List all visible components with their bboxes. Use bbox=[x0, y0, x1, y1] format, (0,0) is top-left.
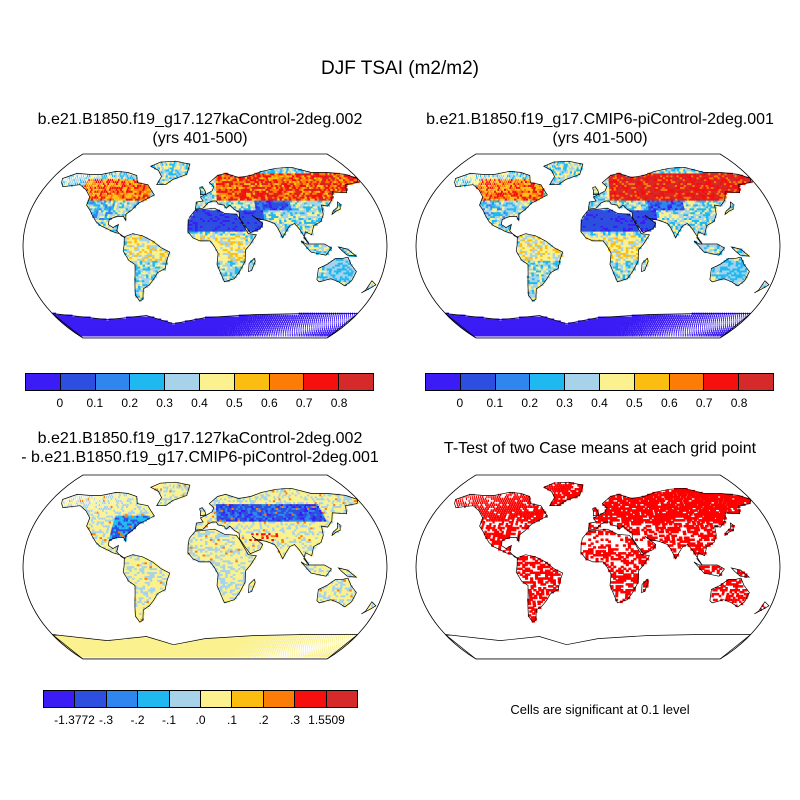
colorbar-diff bbox=[43, 690, 358, 708]
colorbar-tick-label: -1.3772 bbox=[54, 713, 95, 727]
colorbar-tick-label: .2 bbox=[258, 713, 269, 727]
colorbar-swatch bbox=[26, 374, 61, 390]
significance-note: Cells are significant at 0.1 level bbox=[510, 702, 690, 717]
colorbar-tick-label: 0 bbox=[56, 396, 64, 410]
colorbar-swatch bbox=[263, 691, 296, 707]
data-cells bbox=[51, 482, 376, 658]
colorbar-abs-left-labels: 0 0.1 0.2 0.3 0.4 0.5 0.6 0.7 0.8 bbox=[25, 396, 374, 412]
colorbar-diff-labels: -1.3772 -.3 -.2 -.1 .0 .1 .2 .3 1.5509 bbox=[43, 713, 358, 729]
colorbar-tick-label: 0.6 bbox=[660, 396, 678, 410]
panel-title-top-left: b.e21.B1850.f19_g17.127kaControl-2deg.00… bbox=[0, 110, 400, 148]
colorbar-swatch bbox=[234, 374, 270, 390]
colorbar-swatch bbox=[704, 374, 740, 390]
data-cells bbox=[444, 161, 769, 337]
colorbar-swatch bbox=[169, 691, 202, 707]
colorbar-tick-label: 0.5 bbox=[226, 396, 243, 410]
colorbar-tick-label: 0.1 bbox=[486, 396, 504, 410]
colorbar-swatch bbox=[339, 374, 373, 390]
map-panel-piControl bbox=[415, 153, 781, 339]
colorbar-swatch bbox=[634, 374, 670, 390]
colorbar-abs-right-labels: 0 0.1 0.2 0.3 0.4 0.5 0.6 0.7 0.8 bbox=[425, 396, 774, 412]
colorbar-swatch bbox=[75, 691, 107, 707]
colorbar-swatch bbox=[669, 374, 705, 390]
colorbar-swatch bbox=[739, 374, 773, 390]
panel-title-top-right-line1: b.e21.B1850.f19_g17.CMIP6-piControl-2deg… bbox=[426, 111, 774, 128]
colorbar-swatch bbox=[95, 374, 131, 390]
panel-title-top-right-line2: (yrs 401-500) bbox=[552, 130, 648, 147]
colorbar-tick-label: 0.7 bbox=[295, 396, 313, 410]
colorbar-swatch bbox=[60, 374, 96, 390]
colorbar-tick-label: -.1 bbox=[161, 713, 177, 727]
colorbar-tick-label: 0.3 bbox=[556, 396, 573, 410]
colorbar-swatch bbox=[530, 374, 566, 390]
coastlines bbox=[444, 481, 770, 659]
map-outline bbox=[22, 474, 388, 660]
panel-title-top-left-line1: b.e21.B1850.f19_g17.127kaControl-2deg.00… bbox=[37, 111, 363, 128]
colorbar-abs-left bbox=[25, 373, 374, 391]
figure-title: DJF TSAI (m2/m2) bbox=[321, 58, 479, 79]
map-panel-difference bbox=[22, 474, 388, 660]
colorbar-tick-label: 0.4 bbox=[591, 396, 608, 410]
colorbar-tick-label: 0.6 bbox=[260, 396, 278, 410]
colorbar-tick-label: 0.2 bbox=[121, 396, 139, 410]
colorbar-tick-label: 0.8 bbox=[330, 396, 348, 410]
colorbar-swatch bbox=[201, 691, 233, 707]
colorbar-swatch bbox=[106, 691, 139, 707]
panel-title-bottom-right-line1: T-Test of two Case means at each grid po… bbox=[443, 440, 757, 457]
coastlines bbox=[51, 481, 377, 659]
colorbar-tick-label: .1 bbox=[226, 713, 238, 727]
colorbar-swatch bbox=[130, 374, 166, 390]
colorbar-swatch bbox=[44, 691, 76, 707]
colorbar-swatch bbox=[599, 374, 635, 390]
colorbar-tick-label: 0.4 bbox=[191, 396, 208, 410]
colorbar-tick-label: .3 bbox=[289, 713, 301, 727]
colorbar-tick-label: -.3 bbox=[98, 713, 114, 727]
colorbar-swatch bbox=[565, 374, 600, 390]
data-cells bbox=[455, 482, 766, 623]
map-outline bbox=[415, 474, 781, 660]
colorbar-swatch bbox=[426, 374, 461, 390]
colorbar-tick-label: 1.5509 bbox=[308, 713, 345, 727]
colorbar-swatch bbox=[295, 691, 327, 707]
colorbar-swatch bbox=[138, 691, 170, 707]
colorbar-swatch bbox=[165, 374, 200, 390]
colorbar-tick-label: .0 bbox=[195, 713, 206, 727]
colorbar-swatch bbox=[304, 374, 340, 390]
colorbar-tick-label: 0 bbox=[456, 396, 464, 410]
colorbar-swatch bbox=[232, 691, 264, 707]
data-cells bbox=[51, 161, 376, 337]
panel-title-bottom-left-line2: - b.e21.B1850.f19_g17.CMIP6-piControl-2d… bbox=[21, 449, 379, 466]
panel-title-top-right: b.e21.B1850.f19_g17.CMIP6-piControl-2deg… bbox=[400, 110, 800, 148]
panel-title-bottom-right: T-Test of two Case means at each grid po… bbox=[400, 439, 800, 458]
colorbar-swatch bbox=[460, 374, 496, 390]
colorbar-abs-right bbox=[425, 373, 774, 391]
colorbar-swatch bbox=[199, 374, 235, 390]
colorbar-tick-label: 0.8 bbox=[730, 396, 748, 410]
map-panel-127ka bbox=[22, 153, 388, 339]
panel-title-top-left-line2: (yrs 401-500) bbox=[152, 130, 248, 147]
coastlines bbox=[444, 160, 770, 338]
map-outline bbox=[22, 153, 388, 339]
coastlines bbox=[51, 160, 377, 338]
colorbar-swatch bbox=[326, 691, 358, 707]
map-outline bbox=[415, 153, 781, 339]
colorbar-tick-label: 0.1 bbox=[86, 396, 104, 410]
colorbar-tick-label: 0.2 bbox=[521, 396, 539, 410]
map-panel-ttest bbox=[415, 474, 781, 660]
colorbar-tick-label: -.2 bbox=[130, 713, 145, 727]
colorbar-swatch bbox=[495, 374, 531, 390]
panel-title-bottom-left-line1: b.e21.B1850.f19_g17.127kaControl-2deg.00… bbox=[37, 430, 363, 447]
colorbar-tick-label: 0.7 bbox=[695, 396, 713, 410]
colorbar-swatch bbox=[269, 374, 305, 390]
colorbar-tick-label: 0.5 bbox=[626, 396, 643, 410]
colorbar-tick-label: 0.3 bbox=[156, 396, 173, 410]
panel-title-bottom-left: b.e21.B1850.f19_g17.127kaControl-2deg.00… bbox=[0, 429, 400, 467]
